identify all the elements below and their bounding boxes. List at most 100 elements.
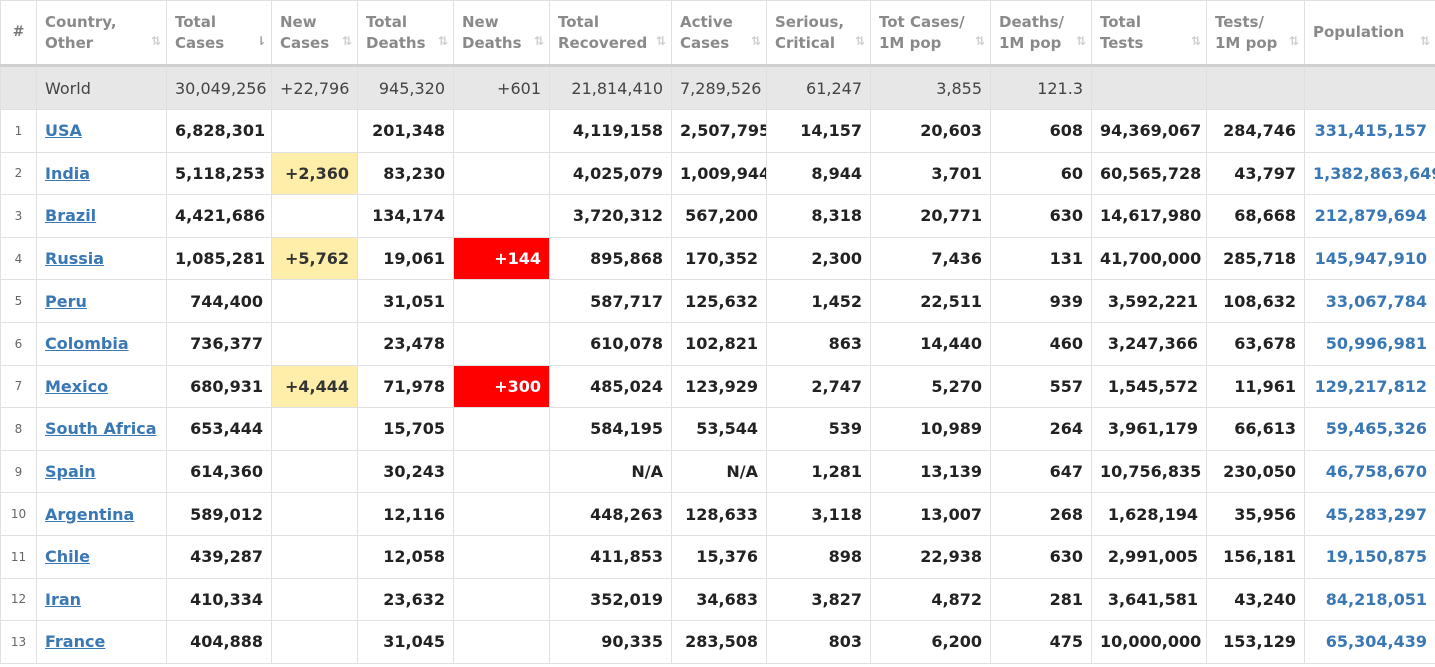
cell-total-cases: 404,888 [166,620,272,664]
sort-icon[interactable]: ⇅ [655,34,666,48]
column-header-hash[interactable]: # [0,0,37,67]
sort-desc-icon[interactable]: ⇂ [255,34,266,48]
country-link[interactable]: Mexico [45,376,109,396]
header-label-line2: Other [45,34,94,52]
column-header-new-cases[interactable]: New Cases ⇅ [271,0,358,67]
sort-icon[interactable]: ⇅ [1190,34,1201,48]
column-header-cases-per-1m[interactable]: Tot Cases/1M pop ⇅ [870,0,991,67]
column-header-total-cases[interactable]: Total Cases ⇂ [166,0,272,67]
sort-icon[interactable]: ⇅ [974,34,985,48]
country-link[interactable]: Argentina [45,504,135,524]
cell-tests-per-1m: 43,797 [1206,151,1305,196]
cell-total-tests: 1,545,572 [1091,364,1207,409]
cell-tests-per-1m: 153,129 [1206,620,1305,664]
table-row: 6 Colombia 736,377 23,478 610,078 102,821 863 1… [0,321,1435,366]
sort-icon[interactable]: ⇅ [1288,34,1299,48]
cell-population[interactable]: 1,382,863,649 [1304,151,1435,196]
cell-population[interactable]: 65,304,439 [1304,620,1435,664]
cell-population[interactable]: 59,465,326 [1304,407,1435,451]
column-header-population[interactable]: Population ⇅ [1304,0,1435,67]
column-header-total-deaths[interactable]: Total Deaths ⇅ [357,0,454,67]
sort-icon[interactable]: ⇅ [854,34,865,48]
country-link[interactable]: Peru [45,291,87,311]
column-header-total-recovered[interactable]: Total Recovered ⇅ [549,0,672,67]
header-label-line1: Total [1100,13,1141,31]
cell-total-recovered: 448,263 [549,492,672,536]
cell-cases-per-1m: 20,771 [870,194,991,238]
country-link[interactable]: Brazil [45,206,97,226]
header-label-line1: Country, [45,13,117,31]
row-number: 1 [0,109,37,153]
cell-population[interactable]: 84,218,051 [1304,577,1435,622]
cell-total-tests: 60,565,728 [1091,151,1207,196]
header-label-line2: 1M pop [999,34,1062,52]
column-header-tests-per-1m[interactable]: Tests/1M pop ⇅ [1206,0,1305,67]
cell-active-cases: 170,352 [671,236,767,281]
cell-active-cases: N/A [671,449,767,494]
cell-total-tests: 94,369,067 [1091,109,1207,153]
sort-icon[interactable]: ⇅ [437,34,448,48]
cell-active-cases: 1,009,944 [671,151,767,196]
cell-total-tests: 41,700,000 [1091,236,1207,281]
cell-new-deaths: +300 [453,364,550,409]
cell-active-cases: 2,507,795 [671,109,767,153]
cell-serious: 14,157 [766,109,871,153]
cell-cases-per-1m: 10,989 [870,407,991,451]
column-header-new-deaths[interactable]: New Deaths ⇅ [453,0,550,67]
country-link[interactable]: Russia [45,249,105,269]
cell-total-cases: 1,085,281 [166,236,272,281]
cell-serious: 3,118 [766,492,871,536]
cell-total-tests: 3,961,179 [1091,407,1207,451]
column-header-total-tests[interactable]: Total Tests ⇅ [1091,0,1207,67]
cell-total-tests: 2,991,005 [1091,534,1207,579]
cell-new-deaths [453,321,550,366]
sort-icon[interactable]: ⇅ [1075,34,1086,48]
cell-tests-per-1m: 63,678 [1206,321,1305,366]
cell-population[interactable]: 129,217,812 [1304,364,1435,409]
country-link[interactable]: France [45,632,106,652]
country-link[interactable]: Colombia [45,334,129,354]
cell-active-cases: 34,683 [671,577,767,622]
sort-icon[interactable]: ⇅ [750,34,761,48]
column-header-deaths-per-1m[interactable]: Deaths/1M pop ⇅ [990,0,1092,67]
cell-population[interactable]: 33,067,784 [1304,279,1435,323]
cell-population[interactable]: 45,283,297 [1304,492,1435,536]
header-label-line2: Cases [175,34,225,52]
cell-population[interactable]: 331,415,157 [1304,109,1435,153]
sort-icon[interactable]: ⇅ [341,34,352,48]
header-label-line2: Cases [280,34,330,52]
cell-total-deaths: 30,243 [357,449,454,494]
country-link[interactable]: Spain [45,462,96,482]
sort-icon[interactable]: ⇅ [150,34,161,48]
cell-total-deaths: 23,478 [357,321,454,366]
column-header-serious-critical[interactable]: Serious, Critical ⇅ [766,0,871,67]
cell-new-deaths [453,492,550,536]
country-cell: Argentina [36,492,167,536]
cell-new-cases [271,449,358,494]
column-header-active-cases[interactable]: Active Cases ⇅ [671,0,767,67]
country-link[interactable]: Chile [45,547,90,567]
sort-icon[interactable]: ⇅ [533,34,544,48]
table-row: 12 Iran 410,334 23,632 352,019 34,683 3,827 4,8… [0,577,1435,622]
country-link[interactable]: USA [45,121,82,141]
header-label-line1: Serious, [775,13,845,31]
country-link[interactable]: India [45,163,91,183]
world-serious: 61,247 [766,65,871,110]
world-cases-per-1m: 3,855 [870,65,991,110]
cell-total-deaths: 83,230 [357,151,454,196]
table-row: 1 USA 6,828,301 201,348 4,119,158 2,507,795 14… [0,109,1435,153]
country-link[interactable]: South Africa [45,419,157,439]
world-row: World 30,049,256 +22,796 945,320 +601 21… [0,65,1435,110]
cell-new-cases [271,321,358,366]
cell-population[interactable]: 145,947,910 [1304,236,1435,281]
sort-icon[interactable]: ⇅ [1419,34,1430,48]
column-header-country[interactable]: Country, Other ⇅ [36,0,167,67]
cell-deaths-per-1m: 608 [990,109,1092,153]
cell-population[interactable]: 46,758,670 [1304,449,1435,494]
cell-population[interactable]: 212,879,694 [1304,194,1435,238]
country-link[interactable]: Iran [45,589,82,609]
country-cell: Iran [36,577,167,622]
cell-population[interactable]: 19,150,875 [1304,534,1435,579]
cell-population[interactable]: 50,996,981 [1304,321,1435,366]
table-row: 3 Brazil 4,421,686 134,174 3,720,312 567,200 8… [0,194,1435,238]
